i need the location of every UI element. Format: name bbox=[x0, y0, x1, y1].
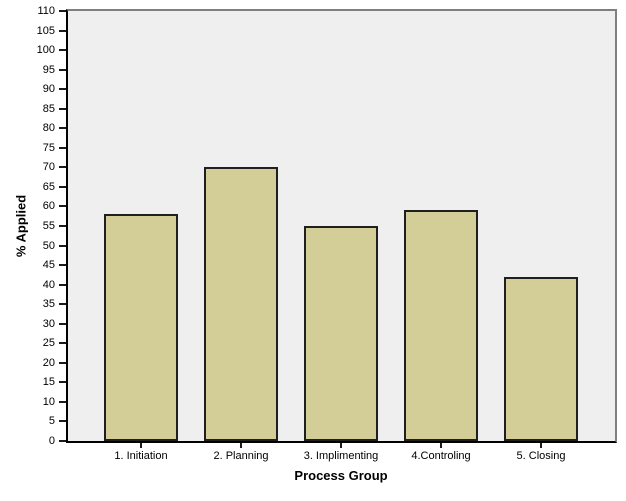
x-tick bbox=[340, 443, 342, 448]
y-tick bbox=[59, 88, 66, 91]
y-tick bbox=[59, 303, 66, 306]
bar bbox=[304, 226, 378, 441]
plot-area bbox=[66, 9, 617, 443]
x-tick-label: 2. Planning bbox=[213, 450, 269, 462]
y-tick bbox=[59, 440, 66, 442]
bar bbox=[104, 214, 178, 441]
x-tick bbox=[540, 443, 542, 448]
y-tick bbox=[59, 185, 66, 188]
y-tick-label: 80 bbox=[42, 122, 55, 135]
bar bbox=[204, 167, 278, 441]
y-tick bbox=[59, 166, 66, 169]
y-tick-label: 100 bbox=[36, 44, 55, 57]
bar bbox=[404, 210, 478, 441]
y-tick bbox=[59, 400, 66, 403]
y-tick-label: 25 bbox=[42, 337, 55, 350]
y-tick-label: 55 bbox=[42, 220, 55, 232]
x-tick-label: 1. Initiation bbox=[114, 450, 168, 462]
y-tick-label: 85 bbox=[42, 102, 55, 115]
y-tick-label: 0 bbox=[48, 435, 55, 447]
y-tick-label: 10 bbox=[42, 395, 55, 408]
y-tick bbox=[59, 244, 66, 247]
y-tick bbox=[59, 420, 66, 423]
y-tick-label: 45 bbox=[42, 259, 55, 272]
y-tick-label: 60 bbox=[42, 200, 55, 213]
y-tick bbox=[59, 49, 66, 52]
y-tick-label: 90 bbox=[42, 83, 55, 96]
y-tick bbox=[59, 322, 66, 325]
y-tick-label: 20 bbox=[42, 356, 55, 369]
y-tick bbox=[59, 342, 66, 345]
y-tick-label: 35 bbox=[42, 298, 55, 311]
y-tick bbox=[59, 283, 66, 286]
y-tick-label: 15 bbox=[42, 376, 55, 389]
y-tick bbox=[59, 146, 66, 149]
x-tick bbox=[140, 443, 142, 448]
y-tick-label: 65 bbox=[42, 180, 55, 193]
y-tick bbox=[59, 29, 66, 32]
y-tick bbox=[59, 381, 66, 384]
y-tick-label: 50 bbox=[42, 239, 55, 252]
y-tick bbox=[59, 10, 66, 12]
y-tick bbox=[59, 225, 66, 227]
y-tick bbox=[59, 68, 66, 71]
y-tick-label: 95 bbox=[42, 63, 55, 76]
x-tick-label: 4.Controling bbox=[411, 450, 471, 462]
x-tick-label: 3. Implimenting bbox=[303, 450, 379, 462]
y-tick-label: 40 bbox=[42, 278, 55, 291]
bar bbox=[504, 277, 578, 441]
y-tick bbox=[59, 361, 66, 364]
y-tick-label: 5 bbox=[48, 415, 55, 428]
x-tick-label: 5. Closing bbox=[516, 450, 566, 462]
y-tick bbox=[59, 127, 66, 130]
x-axis-title: Process Group bbox=[294, 468, 388, 483]
x-tick bbox=[240, 443, 242, 448]
y-tick bbox=[59, 264, 66, 267]
y-tick bbox=[59, 205, 66, 208]
y-tick-label: 105 bbox=[36, 24, 55, 37]
x-tick bbox=[440, 443, 442, 448]
y-tick bbox=[59, 107, 66, 110]
y-tick-label: 110 bbox=[37, 5, 55, 17]
y-tick-label: 70 bbox=[42, 161, 55, 174]
y-tick-label: 75 bbox=[42, 141, 55, 154]
y-tick-label: 30 bbox=[42, 317, 55, 330]
